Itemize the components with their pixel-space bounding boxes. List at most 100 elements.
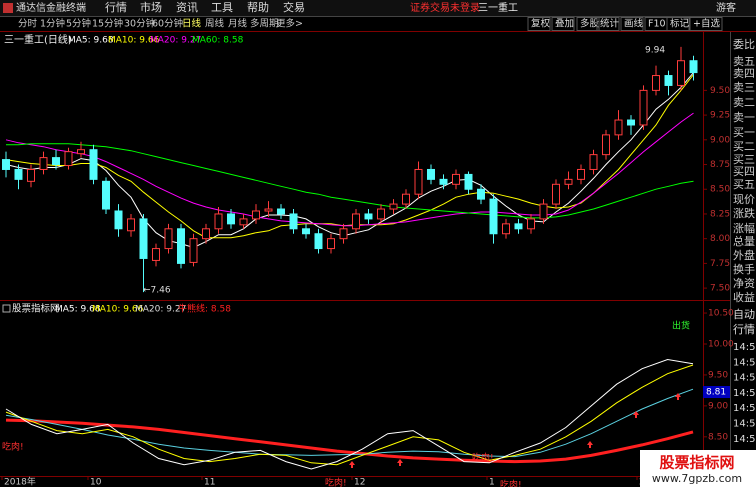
period-tab[interactable]: 周线 (205, 18, 225, 30)
candle-body (502, 223, 510, 235)
period-tab[interactable]: 5分钟 (66, 18, 91, 30)
candle-body (252, 210, 260, 220)
toolbar-button[interactable]: 多股 (580, 18, 600, 30)
toolbar-button[interactable]: 统计 (600, 18, 620, 30)
period-tab[interactable]: 分时 (18, 18, 38, 30)
candle-body (577, 168, 585, 180)
candle-body (264, 208, 273, 212)
y-tick-label: 8.75 (710, 160, 730, 170)
annotation: 吃肉! (500, 479, 522, 487)
candle-body (589, 154, 598, 170)
menu-item[interactable]: 帮助 (247, 0, 269, 14)
menu-item[interactable]: 工具 (211, 1, 233, 14)
menu-item[interactable]: 市场 (140, 0, 162, 14)
tick-time: 14:50 (733, 373, 756, 384)
legend-entry: MA5: 9.68 (55, 305, 101, 315)
tick-time: 14:50 (733, 419, 756, 430)
period-tab[interactable]: 月线 (228, 18, 248, 30)
candle-body (239, 218, 248, 226)
annotation: 吃肉! (325, 477, 347, 487)
candle-body (189, 238, 198, 263)
low-label: ←7.46 (143, 286, 171, 296)
y-tick-label: 9.00 (708, 401, 728, 411)
x-tick-label: 2018年 (4, 476, 36, 487)
quote-field: 卖二 (733, 96, 755, 109)
candle-body (389, 203, 398, 210)
marker-label: 8.81 (706, 388, 726, 398)
quote-field: 委比 (733, 38, 755, 51)
legend-entry: MA60: 8.58 (192, 36, 244, 46)
user[interactable]: 游客 (716, 1, 736, 14)
toolbar-button[interactable]: 复权 (531, 18, 551, 30)
period-tab[interactable]: 日线 (182, 18, 202, 30)
candle-body (177, 228, 185, 264)
tick-time: 14:50 (733, 434, 756, 445)
candle-body (327, 238, 335, 250)
candle-body (114, 210, 123, 230)
quote-field: 换手 (733, 262, 755, 276)
menu-item[interactable]: 行情 (105, 1, 127, 14)
toolbar-button-frame (527, 17, 551, 31)
quote-field: 涨跌 (733, 206, 755, 220)
candle-body (689, 60, 698, 74)
candle-body (489, 198, 498, 235)
quote-field: 净资 (733, 276, 755, 290)
indicator-chart: 8.008.509.009.5010.0010.508.81股票指标网MA5: … (1, 303, 734, 487)
y-tick-label: 9.50 (708, 370, 728, 380)
legend-entry: MA5: 9.68 (68, 36, 114, 46)
period-tab[interactable]: 60分钟 (152, 18, 183, 30)
indicator-title: 股票指标网 (12, 303, 60, 315)
candle-body (39, 157, 48, 170)
quote-field: 买三 (733, 153, 755, 166)
toolbar-button[interactable]: +自选 (693, 18, 720, 30)
candle-body (552, 183, 560, 205)
toolbar-button-frame (576, 17, 600, 31)
toolbar-button-frame (666, 17, 690, 31)
candle-body (402, 193, 410, 205)
candle-body (277, 208, 285, 215)
toolbar-button-frame (689, 17, 723, 31)
period-tab[interactable]: 30分钟 (124, 18, 155, 30)
candle-body (152, 248, 160, 261)
period-tab[interactable]: 1分钟 (40, 18, 65, 30)
sidebar-tab[interactable]: 自动 (733, 308, 755, 321)
signal-arrow (349, 461, 355, 468)
quote-sidebar: 委比卖五卖四卖三卖二卖一买一买二买三买四买五现价涨跌涨幅总量外盘换手净资收益自动… (733, 38, 756, 460)
legend-entry: MA20: 9.27 (135, 305, 186, 315)
toolbar-button[interactable]: 叠加 (555, 19, 574, 30)
candle-body (514, 223, 523, 230)
candle-body (52, 157, 60, 166)
login-status[interactable]: 证券交易未登录 (410, 1, 480, 14)
menu-item[interactable]: 交易 (283, 0, 305, 14)
toolbar-button-frame (596, 17, 620, 31)
candle-body (289, 213, 298, 230)
toolbar-button[interactable]: 画线 (624, 18, 644, 30)
watermark-box (640, 450, 756, 487)
ma-line (5, 72, 694, 249)
sidebar-tab[interactable]: 行情 (733, 323, 755, 336)
candle-body (102, 180, 110, 210)
period-tab[interactable]: 多周期 (250, 18, 279, 30)
candle-body (302, 228, 310, 235)
period-tab[interactable]: 更多> (276, 18, 303, 30)
y-tick-label: 9.50 (710, 86, 730, 96)
candle-body (564, 178, 573, 185)
tick-time: 14:50 (733, 388, 756, 399)
quote-field: 外盘 (733, 248, 755, 262)
period-tab[interactable]: 15分钟 (92, 18, 123, 30)
ma-line (6, 143, 694, 219)
quote-field: 卖一 (733, 111, 755, 124)
legend-entry: 牛熊线: 8.58 (178, 303, 231, 315)
candle-body (14, 168, 23, 180)
candle-body (139, 218, 148, 259)
y-tick-label: 8.50 (710, 185, 730, 195)
toolbar-button[interactable]: 标记 (670, 18, 690, 30)
candle-body (602, 134, 610, 156)
candle-body (364, 213, 373, 220)
toolbar-button[interactable]: F10 (648, 19, 666, 30)
quote-field: 卖三 (733, 81, 755, 94)
candle-body (64, 151, 73, 167)
menu-item[interactable]: 资讯 (176, 1, 198, 14)
